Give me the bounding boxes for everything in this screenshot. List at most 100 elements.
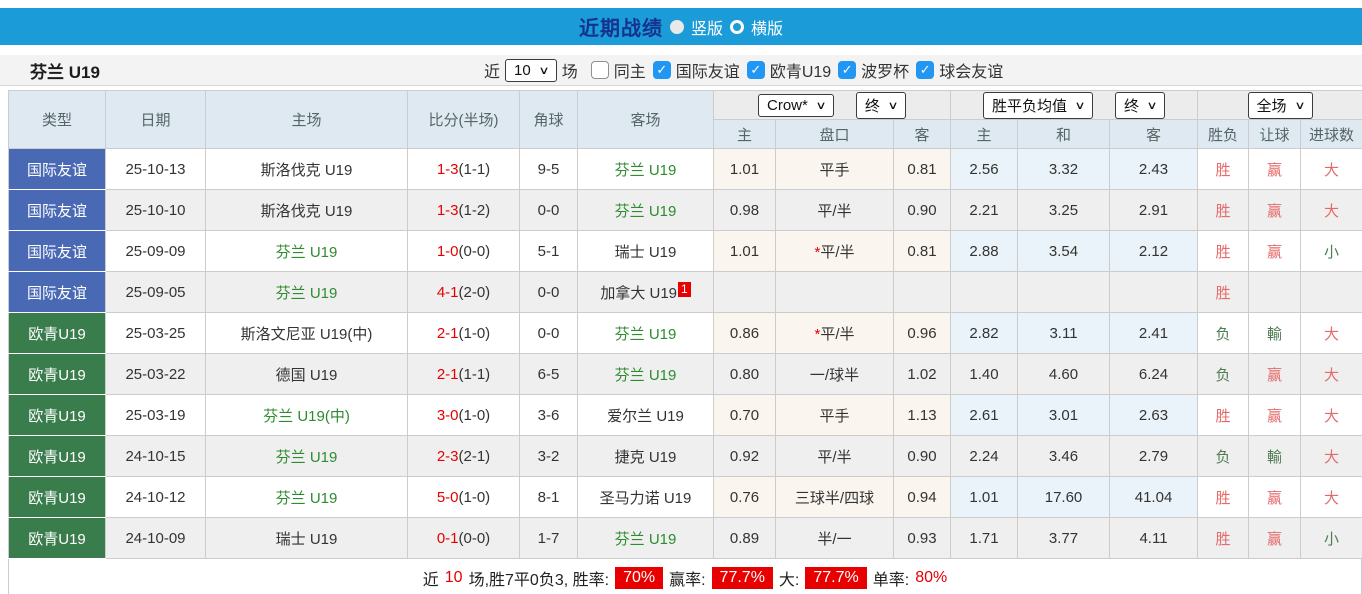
away-odds: 0.90 (892, 189, 952, 231)
away-odds: 0.90 (892, 435, 952, 477)
chevron-down-icon: ∨ (815, 99, 827, 112)
avg-away: 2.41 (1109, 312, 1199, 354)
avg-away: 4.11 (1109, 517, 1199, 559)
home-team: 斯洛文尼亚 U19(中) (205, 312, 408, 354)
away-team: 芬兰 U19 (577, 189, 714, 231)
match-type-badge: 欧青U19 (8, 476, 106, 518)
avg-home: 2.88 (950, 230, 1019, 272)
filter-controls: 近 10 ∨ 场 同主 ✓ 国际友谊 ✓ 欧青U19 ✓ 波罗杯 ✓ 球会友谊 (484, 58, 1003, 82)
competition-checkbox-club[interactable]: ✓ (916, 61, 935, 79)
home-team: 德国 U19 (205, 353, 408, 395)
corner-score: 8-1 (519, 476, 578, 518)
win-loss-result: 胜 (1197, 271, 1250, 313)
table-row: 欧青U19 24-10-15 芬兰 U19 2-3(2-1) 3-2 捷克 U19 0.92… (8, 435, 1362, 477)
away-odds: 0.96 (892, 312, 952, 354)
col-header-score: 比分(半场) (407, 90, 520, 149)
match-type-badge: 欧青U19 (8, 394, 106, 436)
win-rate-badge: 70% (615, 566, 664, 589)
avg-state-select[interactable]: 终 ∨ (1115, 91, 1166, 119)
avg-draw: 3.32 (1017, 148, 1111, 190)
competition-checkbox-baltic[interactable]: ✓ (838, 61, 857, 79)
competition-checkbox-friendly[interactable]: ✓ (652, 61, 671, 79)
avg-away: 6.24 (1109, 353, 1199, 395)
away-odds: 0.94 (892, 476, 952, 518)
avg-away: 2.91 (1109, 189, 1199, 231)
handicap-result: 赢 (1248, 517, 1302, 559)
same-home-checkbox[interactable] (590, 61, 609, 79)
match-type-badge: 国际友谊 (8, 230, 106, 272)
single-rate-value: 80% (915, 568, 948, 586)
avg-away: 2.12 (1109, 230, 1199, 272)
away-odds: 0.93 (892, 517, 952, 559)
avg-home: 1.01 (950, 476, 1019, 518)
goals-result: 大 (1300, 148, 1362, 190)
match-type-badge: 欧青U19 (8, 312, 106, 354)
goals-result: 大 (1300, 476, 1362, 518)
filter-bar: 芬兰 U19 近 10 ∨ 场 同主 ✓ 国际友谊 ✓ 欧青U19 ✓ 波罗杯 … (0, 55, 1362, 86)
competition-checkbox-u19[interactable]: ✓ (746, 61, 765, 79)
goals-result: 小 (1300, 517, 1362, 559)
win-loss-result: 负 (1197, 312, 1250, 354)
handicap-result: 輸 (1248, 312, 1302, 354)
subcol-goals: 进球数 (1300, 119, 1362, 149)
away-odds: 1.13 (892, 394, 952, 436)
avg-home: 2.24 (950, 435, 1019, 477)
home-odds: 0.80 (713, 353, 776, 395)
match-date: 24-10-09 (105, 517, 206, 559)
vertical-layout-label[interactable]: 竖版 (690, 20, 723, 38)
goals-result: 大 (1300, 353, 1362, 395)
away-odds: 0.81 (892, 230, 952, 272)
corner-score: 0-0 (519, 312, 578, 354)
odds-state-select[interactable]: 终 ∨ (855, 91, 906, 119)
chevron-down-icon: ∨ (1293, 99, 1306, 112)
vertical-layout-radio[interactable] (669, 19, 684, 34)
home-odds: 0.70 (713, 394, 776, 436)
away-team: 爱尔兰 U19 (577, 394, 714, 436)
win-loss-result: 负 (1197, 435, 1250, 477)
horizontal-layout-radio[interactable] (730, 19, 744, 34)
table-row: 欧青U19 24-10-12 芬兰 U19 5-0(1-0) 8-1 圣马力诺 U19 0.… (8, 476, 1362, 518)
table-row: 欧青U19 25-03-19 芬兰 U19(中) 3-0(1-0) 3-6 爱尔兰 U19… (8, 394, 1362, 436)
col-header-type: 类型 (8, 90, 106, 149)
subcol-avg-home: 主 (950, 119, 1019, 149)
goals-rate-badge: 77.7% (805, 566, 867, 589)
avg-away: 2.63 (1109, 394, 1199, 436)
team-name: 芬兰 U19 (30, 62, 100, 82)
home-team: 芬兰 U19 (205, 435, 408, 477)
match-score: 5-0(1-0) (407, 476, 520, 518)
home-team: 芬兰 U19 (205, 476, 408, 518)
table-row: 国际友谊 25-10-10 斯洛伐克 U19 1-3(1-2) 0-0 芬兰 U19 0.9… (8, 189, 1362, 231)
fulltime-select[interactable]: 全场 ∨ (1247, 91, 1313, 119)
home-odds: 1.01 (713, 230, 776, 272)
away-team: 芬兰 U19 (577, 517, 714, 559)
subcol-avg-draw: 和 (1017, 119, 1111, 149)
goals-result: 大 (1300, 435, 1362, 477)
home-odds (713, 271, 776, 313)
match-score: 4-1(2-0) (407, 271, 520, 313)
goals-result: 小 (1300, 230, 1362, 272)
goals-rate-label: 大: (778, 571, 800, 589)
recent-count-select[interactable]: 10 ∨ (505, 58, 557, 82)
table-row: 国际友谊 25-09-09 芬兰 U19 1-0(0-0) 5-1 瑞士 U19 1.01 *… (8, 230, 1362, 272)
handicap: 三球半/四球 (775, 476, 894, 518)
goals-result: 大 (1300, 312, 1362, 354)
avg-odds-select[interactable]: 胜平负均值 ∨ (982, 91, 1094, 119)
avg-home: 2.61 (950, 394, 1019, 436)
horizontal-layout-label[interactable]: 横版 (751, 20, 784, 38)
results-table: 类型 日期 主场 比分(半场) 角球 客场 Crow* ∨ 终 ∨ (8, 90, 1362, 559)
handicap-rate-badge: 77.7% (711, 566, 773, 589)
corner-score: 1-7 (519, 517, 578, 559)
subcol-avg-away: 客 (1109, 119, 1199, 149)
odds-company-header: Crow* ∨ 终 ∨ (712, 90, 952, 120)
table-row: 国际友谊 25-09-05 芬兰 U19 4-1(2-0) 0-0 加拿大 U19 1 胜 (8, 271, 1362, 313)
handicap-result: 赢 (1248, 394, 1302, 436)
odds-state-value: 终 (864, 97, 880, 115)
avg-draw (1017, 271, 1111, 313)
win-loss-result: 胜 (1197, 230, 1250, 272)
handicap: *平/半 (775, 312, 894, 354)
subcol-odds-home: 主 (713, 119, 776, 149)
competition-label-u19: 欧青U19 (769, 64, 832, 81)
corner-score: 3-2 (519, 435, 578, 477)
odds-company-select[interactable]: Crow* ∨ (758, 93, 834, 117)
win-loss-result: 胜 (1197, 148, 1250, 190)
